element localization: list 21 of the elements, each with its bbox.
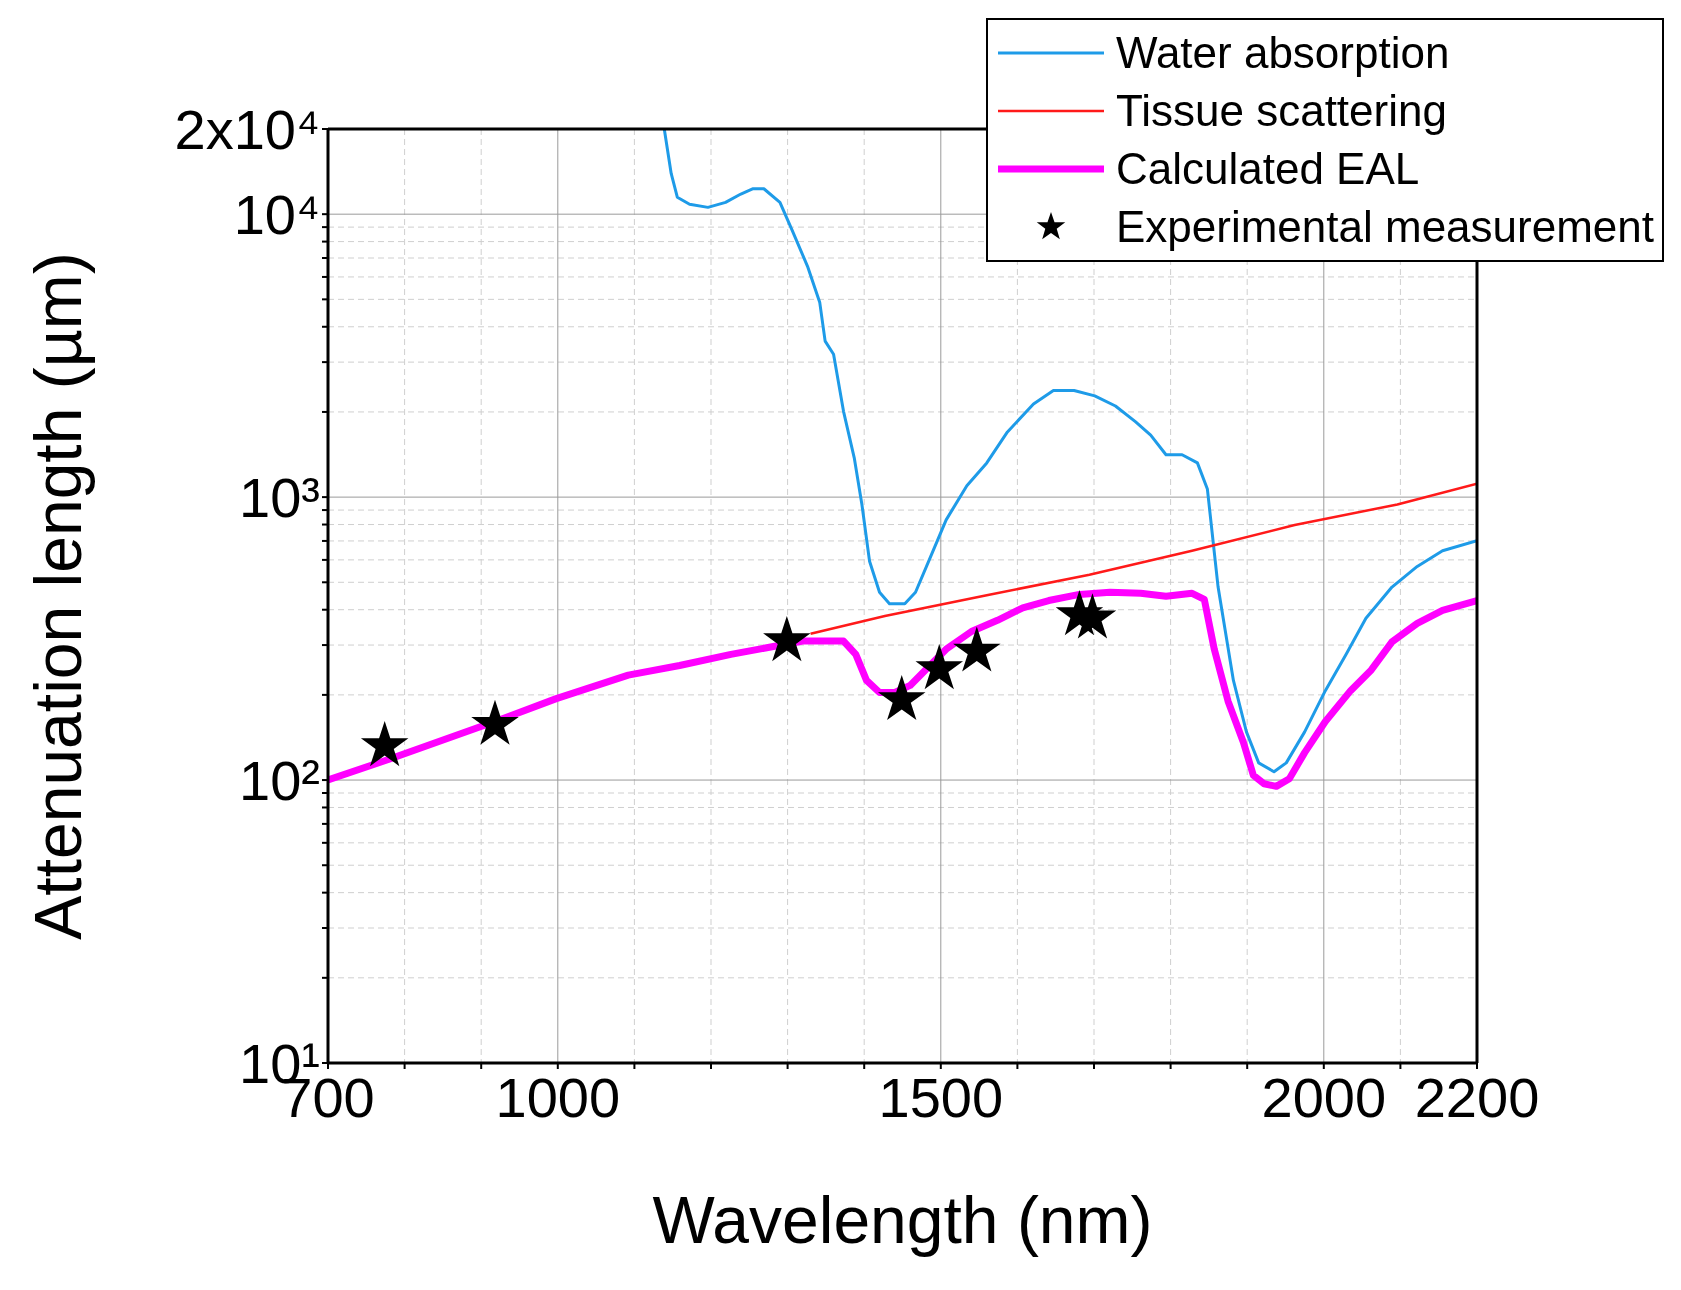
y-tick-label: 2x10⁴	[174, 97, 320, 161]
legend-label: Calculated EAL	[1115, 144, 1420, 194]
y-tick-label: 10⁴	[233, 183, 320, 247]
point	[877, 674, 926, 721]
point	[763, 616, 811, 662]
legend-label: Experimental measurement	[1115, 202, 1654, 252]
x-tick-label: 2000	[1261, 1065, 1387, 1129]
x-tick-label: 2200	[1414, 1065, 1540, 1129]
point	[471, 699, 519, 745]
point	[915, 643, 964, 690]
legend-label: Water absorption	[1115, 28, 1450, 78]
y-tick-label: 10³	[239, 466, 320, 529]
x-axis-title: Wavelength (nm)	[652, 1183, 1153, 1257]
x-tick-label: 1500	[878, 1065, 1004, 1129]
line-series	[809, 482, 1477, 635]
x-tick-label: 1000	[495, 1065, 621, 1129]
y-axis-title: Attenuation length (µm)	[21, 252, 96, 940]
point	[953, 626, 1001, 672]
y-tick-label: 10²	[239, 748, 320, 812]
point	[360, 720, 409, 767]
legend-label: Tissue scattering	[1115, 86, 1447, 136]
